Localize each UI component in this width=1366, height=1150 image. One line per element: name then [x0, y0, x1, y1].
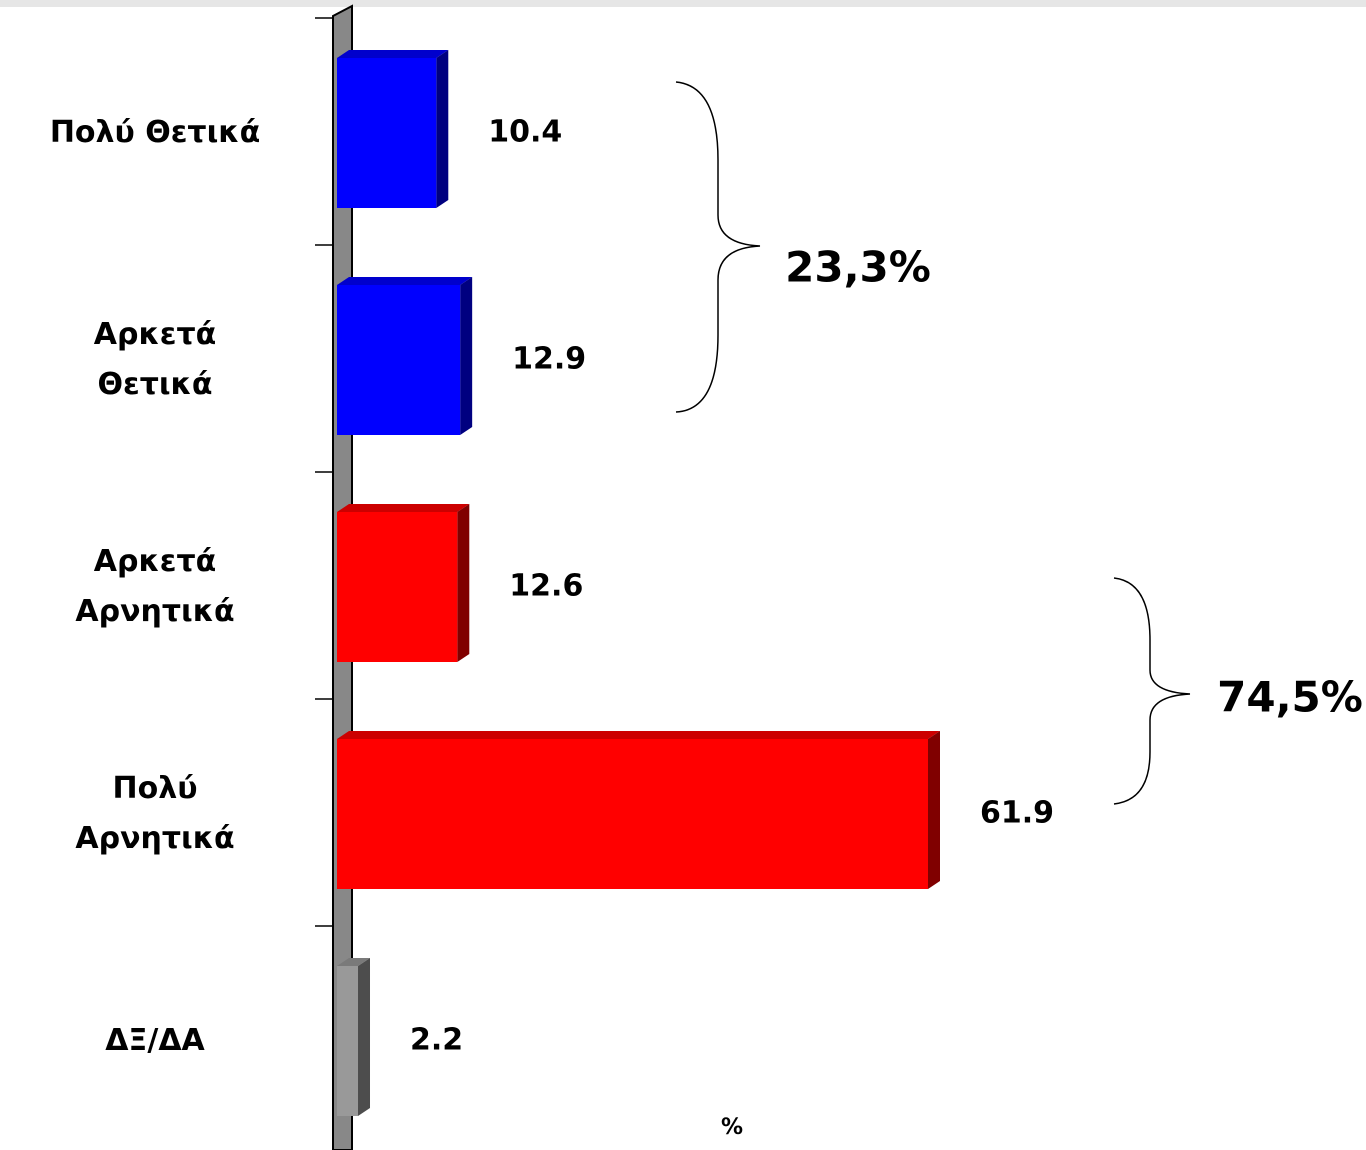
bar-front: [337, 512, 458, 662]
bar: [337, 504, 470, 662]
bar-front: [337, 285, 461, 435]
bar-front: [337, 739, 928, 889]
value-label: 12.9: [512, 342, 586, 377]
bar-side: [460, 277, 473, 435]
bar: [337, 731, 940, 889]
bar: [337, 50, 449, 208]
category-label: Πολύ Αρνητικά: [75, 771, 235, 856]
bar: [337, 958, 371, 1116]
bar-front: [337, 58, 437, 208]
annotation: 23,3%: [785, 243, 931, 292]
bar-top: [337, 277, 473, 285]
value-label: 2.2: [410, 1023, 463, 1058]
bar-top: [337, 731, 940, 739]
category-label: ΔΞ/ΔΑ: [105, 1023, 205, 1058]
bar-side: [928, 731, 940, 889]
category-label: Αρκετά Αρνητικά: [75, 544, 235, 629]
annotation: 74,5%: [1217, 673, 1363, 722]
top-strip: [0, 0, 1366, 7]
bar-side: [457, 504, 470, 662]
bar-top: [337, 50, 449, 58]
bar-side: [358, 958, 371, 1116]
brace: [1113, 577, 1191, 805]
bar-front: [337, 966, 359, 1116]
bar-top: [337, 958, 371, 966]
bar: [337, 277, 473, 435]
brace: [675, 81, 761, 413]
category-label: Πολύ Θετικά: [49, 115, 261, 150]
x-axis-label: %: [721, 1115, 743, 1140]
value-label: 12.6: [509, 569, 583, 604]
category-label: Αρκετά Θετικά: [93, 317, 217, 402]
value-label: 61.9: [980, 796, 1054, 831]
bar-top: [337, 504, 470, 512]
value-label: 10.4: [488, 115, 562, 150]
bar-side: [436, 50, 449, 208]
